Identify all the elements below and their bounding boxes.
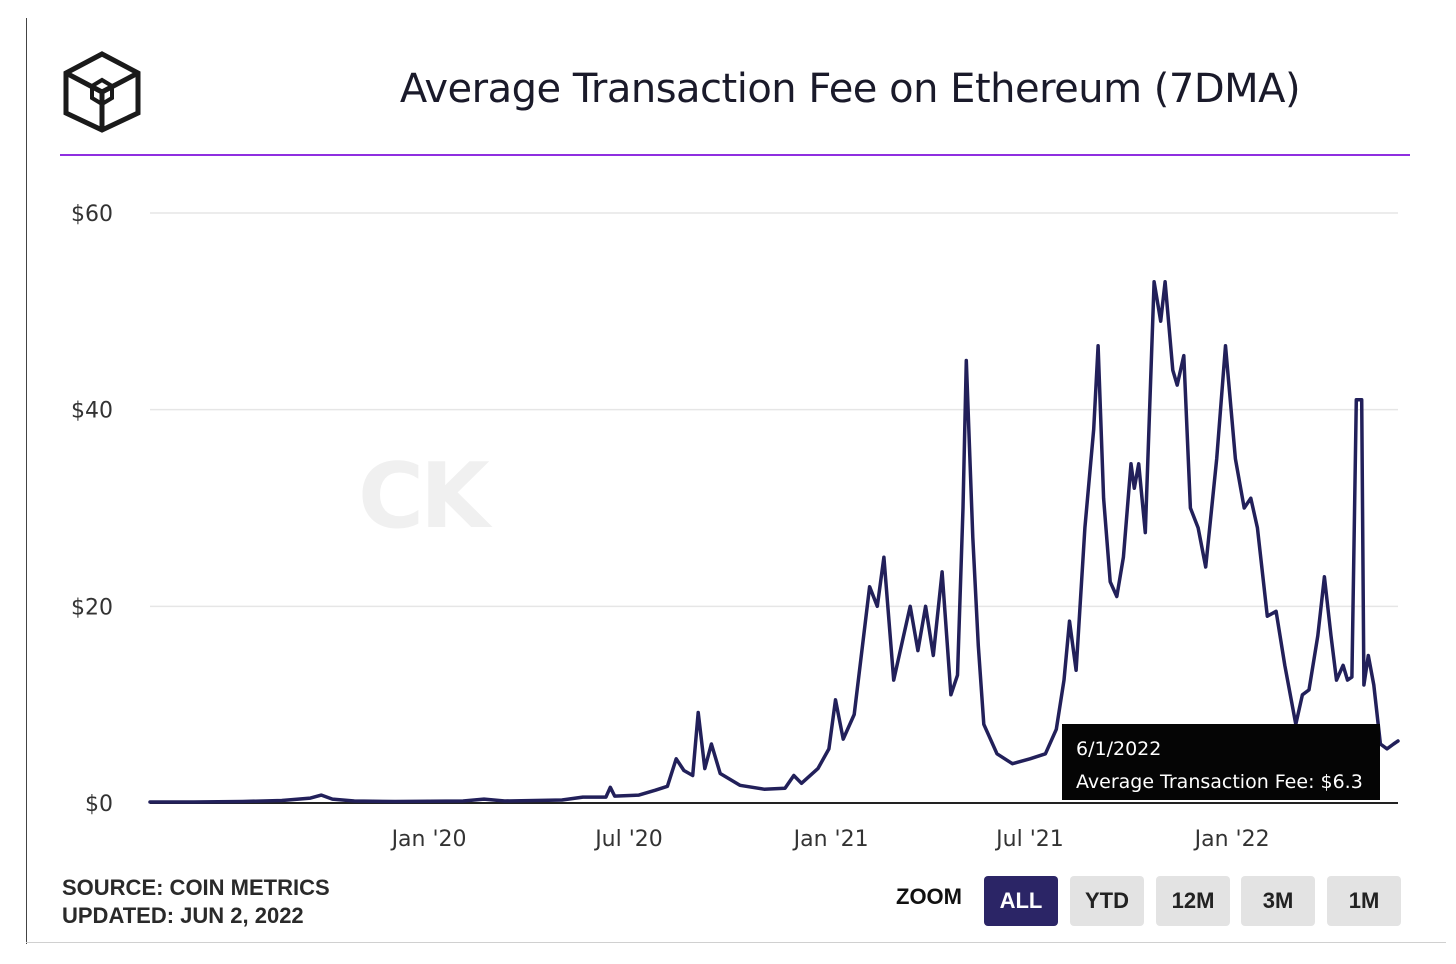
- tooltip-value: Average Transaction Fee: $6.3: [1076, 771, 1363, 793]
- tooltip-date: 6/1/2022: [1076, 738, 1162, 760]
- left-frame-rule: [26, 18, 27, 944]
- source-note: SOURCE: COIN METRICS UPDATED: JUN 2, 202…: [62, 874, 330, 930]
- x-tick-label: Jan '22: [1193, 827, 1270, 852]
- x-tick-label: Jul '21: [994, 827, 1064, 852]
- y-tick-label: $0: [85, 792, 113, 817]
- source-label: SOURCE: COIN METRICS: [62, 875, 330, 900]
- chart-tooltip: 6/1/2022 Average Transaction Fee: $6.3: [1062, 724, 1380, 800]
- watermark-text: CK: [358, 444, 490, 549]
- title-divider: [60, 154, 1410, 156]
- y-tick-label: $60: [71, 202, 113, 227]
- y-tick-label: $40: [71, 399, 113, 424]
- block-cube-logo-icon: [63, 51, 141, 133]
- chart-title: Average Transaction Fee on Ethereum (7DM…: [399, 66, 1301, 112]
- x-tick-label: Jul '20: [593, 827, 663, 852]
- zoom-label: ZOOM: [896, 884, 962, 909]
- fee-series-line: [148, 280, 1400, 804]
- zoom-all-button[interactable]: ALL: [984, 876, 1058, 926]
- x-tick-label: Jan '20: [390, 827, 467, 852]
- x-axis-ticks: Jan '20 Jul '20 Jan '21 Jul '21 Jan '22: [390, 827, 1270, 852]
- zoom-1m-button[interactable]: 1M: [1327, 876, 1401, 926]
- bottom-frame-rule: [26, 942, 1446, 943]
- x-tick-label: Jan '21: [792, 827, 869, 852]
- updated-label: UPDATED: JUN 2, 2022: [62, 903, 304, 928]
- grid-lines: [150, 212, 1398, 804]
- series-layer: [148, 280, 1400, 804]
- zoom-ytd-button[interactable]: YTD: [1070, 876, 1144, 926]
- zoom-3m-button[interactable]: 3M: [1241, 876, 1315, 926]
- zoom-12m-button[interactable]: 12M: [1156, 876, 1230, 926]
- y-tick-label: $20: [71, 595, 113, 620]
- y-axis-ticks: $0 $20 $40 $60: [71, 202, 113, 817]
